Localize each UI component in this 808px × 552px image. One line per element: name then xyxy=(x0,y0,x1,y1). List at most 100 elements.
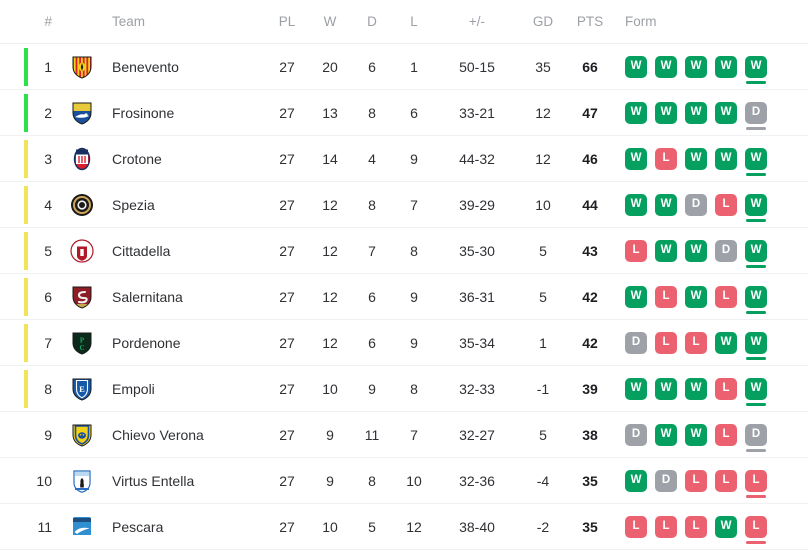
row-played: 27 xyxy=(279,104,295,121)
form-badge-l[interactable]: L xyxy=(655,331,677,354)
row-goal-difference: 12 xyxy=(535,104,551,121)
form-badge-l[interactable]: L xyxy=(685,469,707,492)
column-header-form[interactable]: Form xyxy=(625,13,657,29)
form-badge-w[interactable]: W xyxy=(745,55,767,84)
form-badge-w[interactable]: W xyxy=(745,239,767,268)
form-badge-w[interactable]: W xyxy=(745,285,767,314)
form-badge-l[interactable]: L xyxy=(715,423,737,446)
form-badge-w[interactable]: W xyxy=(685,285,707,308)
row-played: 27 xyxy=(279,288,295,305)
form-badge-w[interactable]: W xyxy=(685,101,707,124)
form-badge-w[interactable]: W xyxy=(655,377,677,400)
form-badge-l[interactable]: L xyxy=(655,515,677,538)
form-badge-w[interactable]: W xyxy=(715,331,737,354)
table-row[interactable]: 5 Cittadella 27 12 7 8 35-30 5 43 L W W D W xyxy=(0,228,808,274)
row-goals: 32-33 xyxy=(459,380,495,397)
column-header-pts[interactable]: PTS xyxy=(576,14,604,29)
form-badge-l[interactable]: L xyxy=(685,515,707,538)
qualification-indicator xyxy=(24,370,28,408)
form-badge-d[interactable]: D xyxy=(655,469,677,492)
form-badge-w[interactable]: W xyxy=(625,193,647,216)
row-rank: 5 xyxy=(44,242,52,259)
column-header-plusminus[interactable]: +/- xyxy=(468,14,486,29)
form-badge-w[interactable]: W xyxy=(625,147,647,170)
form-badge-w[interactable]: W xyxy=(745,377,767,406)
column-header-gd[interactable]: GD xyxy=(532,14,554,29)
column-header-pl[interactable]: PL xyxy=(278,14,296,29)
row-played: 27 xyxy=(279,58,295,75)
form-badge-w[interactable]: W xyxy=(625,377,647,400)
form-badge-l[interactable]: L xyxy=(715,285,737,308)
form-badge-w[interactable]: W xyxy=(625,285,647,308)
row-losses: 9 xyxy=(410,334,418,351)
table-row[interactable]: 9 Chievo Verona 27 9 11 7 32-27 5 38 D W W L D xyxy=(0,412,808,458)
form-badge-d[interactable]: D xyxy=(745,423,767,452)
form-badge-w[interactable]: W xyxy=(655,55,677,78)
table-row[interactable]: 4 Spezia 27 12 8 7 39-29 10 44 W W D L W xyxy=(0,182,808,228)
row-goal-difference: -2 xyxy=(536,518,550,535)
form-badge-l[interactable]: L xyxy=(715,469,737,492)
table-row[interactable]: 6 Salernitana 27 12 6 9 36-31 5 42 W L W L W xyxy=(0,274,808,320)
form-badge-w[interactable]: W xyxy=(655,101,677,124)
row-draws: 6 xyxy=(368,334,376,351)
form-badge-w[interactable]: W xyxy=(625,55,647,78)
row-rank: 4 xyxy=(44,196,52,213)
column-header-d[interactable]: D xyxy=(367,14,377,29)
form-badge-w[interactable]: W xyxy=(655,423,677,446)
form-badge-w[interactable]: W xyxy=(685,147,707,170)
table-row[interactable]: 1 Benevento 27 20 6 1 50-15 35 66 W W W W W xyxy=(0,44,808,90)
qualification-indicator xyxy=(24,48,28,86)
qualification-indicator xyxy=(24,232,28,270)
row-wins: 12 xyxy=(322,242,338,259)
spezia-crest xyxy=(64,193,100,217)
form-badge-w[interactable]: W xyxy=(685,377,707,400)
row-goals: 50-15 xyxy=(459,58,495,75)
form-badge-d[interactable]: D xyxy=(625,423,647,446)
form-badge-l[interactable]: L xyxy=(715,377,737,400)
table-row[interactable]: 10 Virtus Entella 27 9 8 10 32-36 -4 35 W D L L L xyxy=(0,458,808,504)
form-badge-w[interactable]: W xyxy=(655,193,677,216)
form-badge-l[interactable]: L xyxy=(625,515,647,538)
table-row[interactable]: 7 P C Pordenone 27 12 6 9 35-34 1 42 D L L W W xyxy=(0,320,808,366)
form-badge-d[interactable]: D xyxy=(625,331,647,354)
row-played: 27 xyxy=(279,426,295,443)
form-badge-w[interactable]: W xyxy=(715,147,737,170)
svg-text:P: P xyxy=(80,336,85,344)
form-badge-l[interactable]: L xyxy=(715,193,737,216)
form-badge-l[interactable]: L xyxy=(685,331,707,354)
form-badge-w[interactable]: W xyxy=(625,101,647,124)
table-row[interactable]: 8 E Empoli 27 10 9 8 32-33 -1 39 W W W L W xyxy=(0,366,808,412)
form-badge-w[interactable]: W xyxy=(745,331,767,360)
form-badge-w[interactable]: W xyxy=(745,193,767,222)
row-played: 27 xyxy=(279,334,295,351)
form-badge-w[interactable]: W xyxy=(685,239,707,262)
form-badge-w[interactable]: W xyxy=(715,515,737,538)
row-goals: 38-40 xyxy=(459,518,495,535)
form-badge-w[interactable]: W xyxy=(745,147,767,176)
form-badge-l[interactable]: L xyxy=(655,147,677,170)
form-badge-w[interactable]: W xyxy=(625,469,647,492)
form-badge-l[interactable]: L xyxy=(745,469,767,498)
form-badge-w[interactable]: W xyxy=(685,423,707,446)
column-header-rank[interactable]: # xyxy=(44,14,52,29)
column-header-team[interactable]: Team xyxy=(112,14,146,29)
form-badge-l[interactable]: L xyxy=(625,239,647,262)
form-badge-w[interactable]: W xyxy=(655,239,677,262)
form-badge-l[interactable]: L xyxy=(655,285,677,308)
form-badge-w[interactable]: W xyxy=(685,55,707,78)
table-row[interactable]: 11 Pescara 27 10 5 12 38-40 -2 35 L L L W L xyxy=(0,504,808,550)
column-header-l[interactable]: L xyxy=(410,14,418,29)
form-badge-d[interactable]: D xyxy=(715,239,737,262)
column-header-w[interactable]: W xyxy=(323,14,337,29)
table-row[interactable]: 3 Crotone 27 14 4 9 44-32 12 46 W L W W W xyxy=(0,136,808,182)
form-badge-d[interactable]: D xyxy=(685,193,707,216)
form-badge-l[interactable]: L xyxy=(745,515,767,544)
form-badge-w[interactable]: W xyxy=(715,101,737,124)
form-badge-w[interactable]: W xyxy=(715,55,737,78)
row-team-name: Virtus Entella xyxy=(112,472,195,489)
form-badge-d[interactable]: D xyxy=(745,101,767,130)
row-goals: 44-32 xyxy=(459,150,495,167)
table-row[interactable]: 2 Frosinone 27 13 8 6 33-21 12 47 W W W W D xyxy=(0,90,808,136)
